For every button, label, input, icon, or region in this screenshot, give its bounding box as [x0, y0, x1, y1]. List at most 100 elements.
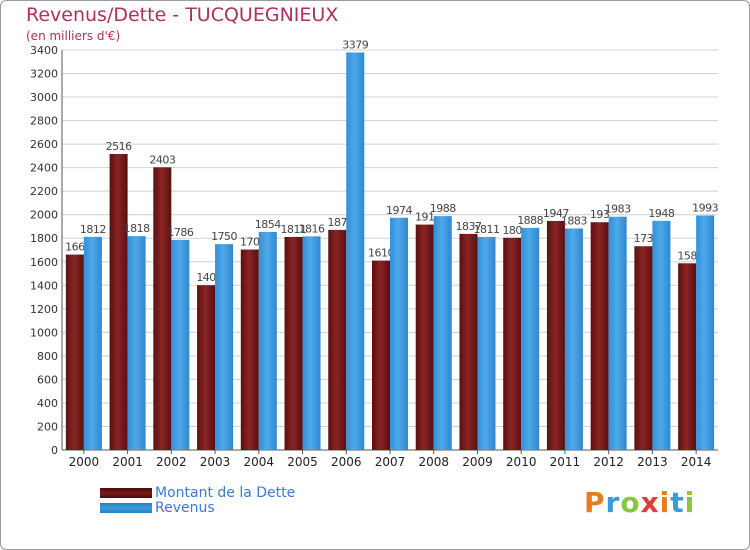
bar-debt [65, 254, 84, 450]
x-tick-label: 2002 [156, 455, 187, 469]
data-label-debt: 187 [328, 216, 348, 229]
data-label-revenue: 1974 [386, 204, 412, 217]
y-tick-label: 2000 [30, 209, 58, 222]
data-label-debt: 2516 [106, 140, 132, 153]
y-tick-label: 400 [37, 397, 58, 410]
y-tick-label: 3000 [30, 91, 58, 104]
x-tick-label: 2010 [506, 455, 537, 469]
bar-debt [197, 285, 216, 450]
data-label-debt: 1811 [281, 223, 307, 236]
y-tick-label: 3400 [30, 44, 58, 57]
data-label-revenue: 1750 [211, 230, 237, 243]
y-tick-label: 1200 [30, 303, 58, 316]
data-label-debt: 1947 [543, 207, 569, 220]
legend-swatch-debt [100, 488, 152, 498]
bar-revenue [477, 236, 496, 450]
bar-debt [109, 154, 128, 450]
data-label-debt: 158 [677, 249, 697, 262]
x-tick-label: 2006 [331, 455, 362, 469]
bar-debt [240, 249, 259, 450]
bar-debt [590, 222, 609, 450]
bar-debt [415, 224, 434, 450]
x-tick-label: 2013 [637, 455, 668, 469]
legend-label-debt: Montant de la Dette [155, 485, 296, 501]
data-label-revenue: 1883 [561, 214, 587, 227]
data-label-revenue: 1988 [430, 202, 456, 215]
x-tick-label: 2012 [593, 455, 624, 469]
x-tick-label: 2009 [462, 455, 493, 469]
bar-debt [372, 260, 390, 450]
y-tick-label: 200 [37, 420, 58, 433]
bar-revenue [433, 216, 452, 450]
bar-revenue [258, 231, 277, 450]
x-tick-label: 2001 [112, 455, 143, 469]
data-label-revenue: 1854 [255, 218, 281, 231]
y-tick-label: 1400 [30, 279, 58, 292]
x-tick-label: 2004 [244, 455, 275, 469]
data-label-debt: 170 [240, 236, 260, 249]
data-label-revenue: 3379 [342, 38, 368, 51]
data-label-revenue: 1818 [124, 222, 150, 235]
chart-subtitle: (en milliers d'€) [26, 29, 121, 43]
logo-letter: o [620, 486, 641, 519]
data-label-revenue: 1811 [473, 223, 499, 236]
bar-debt [634, 246, 653, 450]
bar-revenue [608, 216, 627, 450]
legend-label-revenue: Revenus [155, 500, 215, 516]
x-tick-label: 2014 [681, 455, 712, 469]
bar-revenue [302, 236, 321, 450]
y-tick-label: 1800 [30, 232, 58, 245]
data-label-debt: 191 [415, 211, 435, 224]
proxiti-logo: Proxiti [584, 486, 695, 519]
bar-revenue [215, 244, 234, 450]
logo-letter: i [684, 486, 696, 519]
bar-debt [284, 236, 303, 450]
y-tick-label: 600 [37, 373, 58, 386]
data-label-debt: 180 [502, 224, 522, 237]
x-tick-label: 2011 [550, 455, 581, 469]
x-tick-label: 2007 [375, 455, 406, 469]
bar-debt [503, 237, 522, 450]
bar-revenue [171, 239, 190, 450]
y-tick-label: 2200 [30, 185, 58, 198]
bar-debt [328, 229, 347, 450]
logo-letter: i [659, 486, 671, 519]
bar-revenue [652, 220, 671, 450]
y-tick-label: 2400 [30, 162, 58, 175]
logo-letter: t [670, 486, 685, 519]
x-tick-label: 2005 [287, 455, 318, 469]
data-label-debt: 1837 [455, 220, 481, 233]
bar-revenue [346, 52, 365, 451]
y-tick-label: 1600 [30, 256, 58, 269]
data-label-revenue: 1812 [80, 223, 106, 236]
data-label-debt: 140 [196, 271, 216, 284]
data-label-revenue: 1993 [692, 202, 718, 215]
bar-debt [459, 233, 478, 450]
legend-swatch-revenue [100, 503, 152, 513]
bar-revenue [696, 215, 715, 450]
bar-revenue [127, 236, 146, 450]
bar-revenue [83, 236, 102, 450]
data-label-debt: 2403 [149, 153, 175, 166]
data-label-debt: 1610 [368, 247, 394, 260]
bar-revenue [521, 227, 540, 450]
logo-letter: r [605, 486, 621, 519]
data-label-debt: 193 [590, 208, 610, 221]
y-tick-label: 3200 [30, 68, 58, 81]
y-tick-label: 2800 [30, 115, 58, 128]
data-label-debt: 173 [634, 232, 654, 245]
data-label-revenue: 1948 [648, 207, 674, 220]
x-tick-label: 2000 [69, 455, 100, 469]
bar-debt [153, 167, 172, 450]
data-label-revenue: 1786 [167, 226, 193, 239]
data-label-revenue: 1888 [517, 214, 543, 227]
data-label-revenue: 1983 [605, 203, 631, 216]
logo-letter: x [640, 486, 660, 519]
x-tick-label: 2003 [200, 455, 231, 469]
y-tick-label: 0 [51, 444, 58, 457]
y-tick-label: 2600 [30, 138, 58, 151]
y-tick-label: 1000 [30, 326, 58, 339]
bar-debt [546, 220, 565, 450]
logo-letter: P [584, 486, 606, 519]
